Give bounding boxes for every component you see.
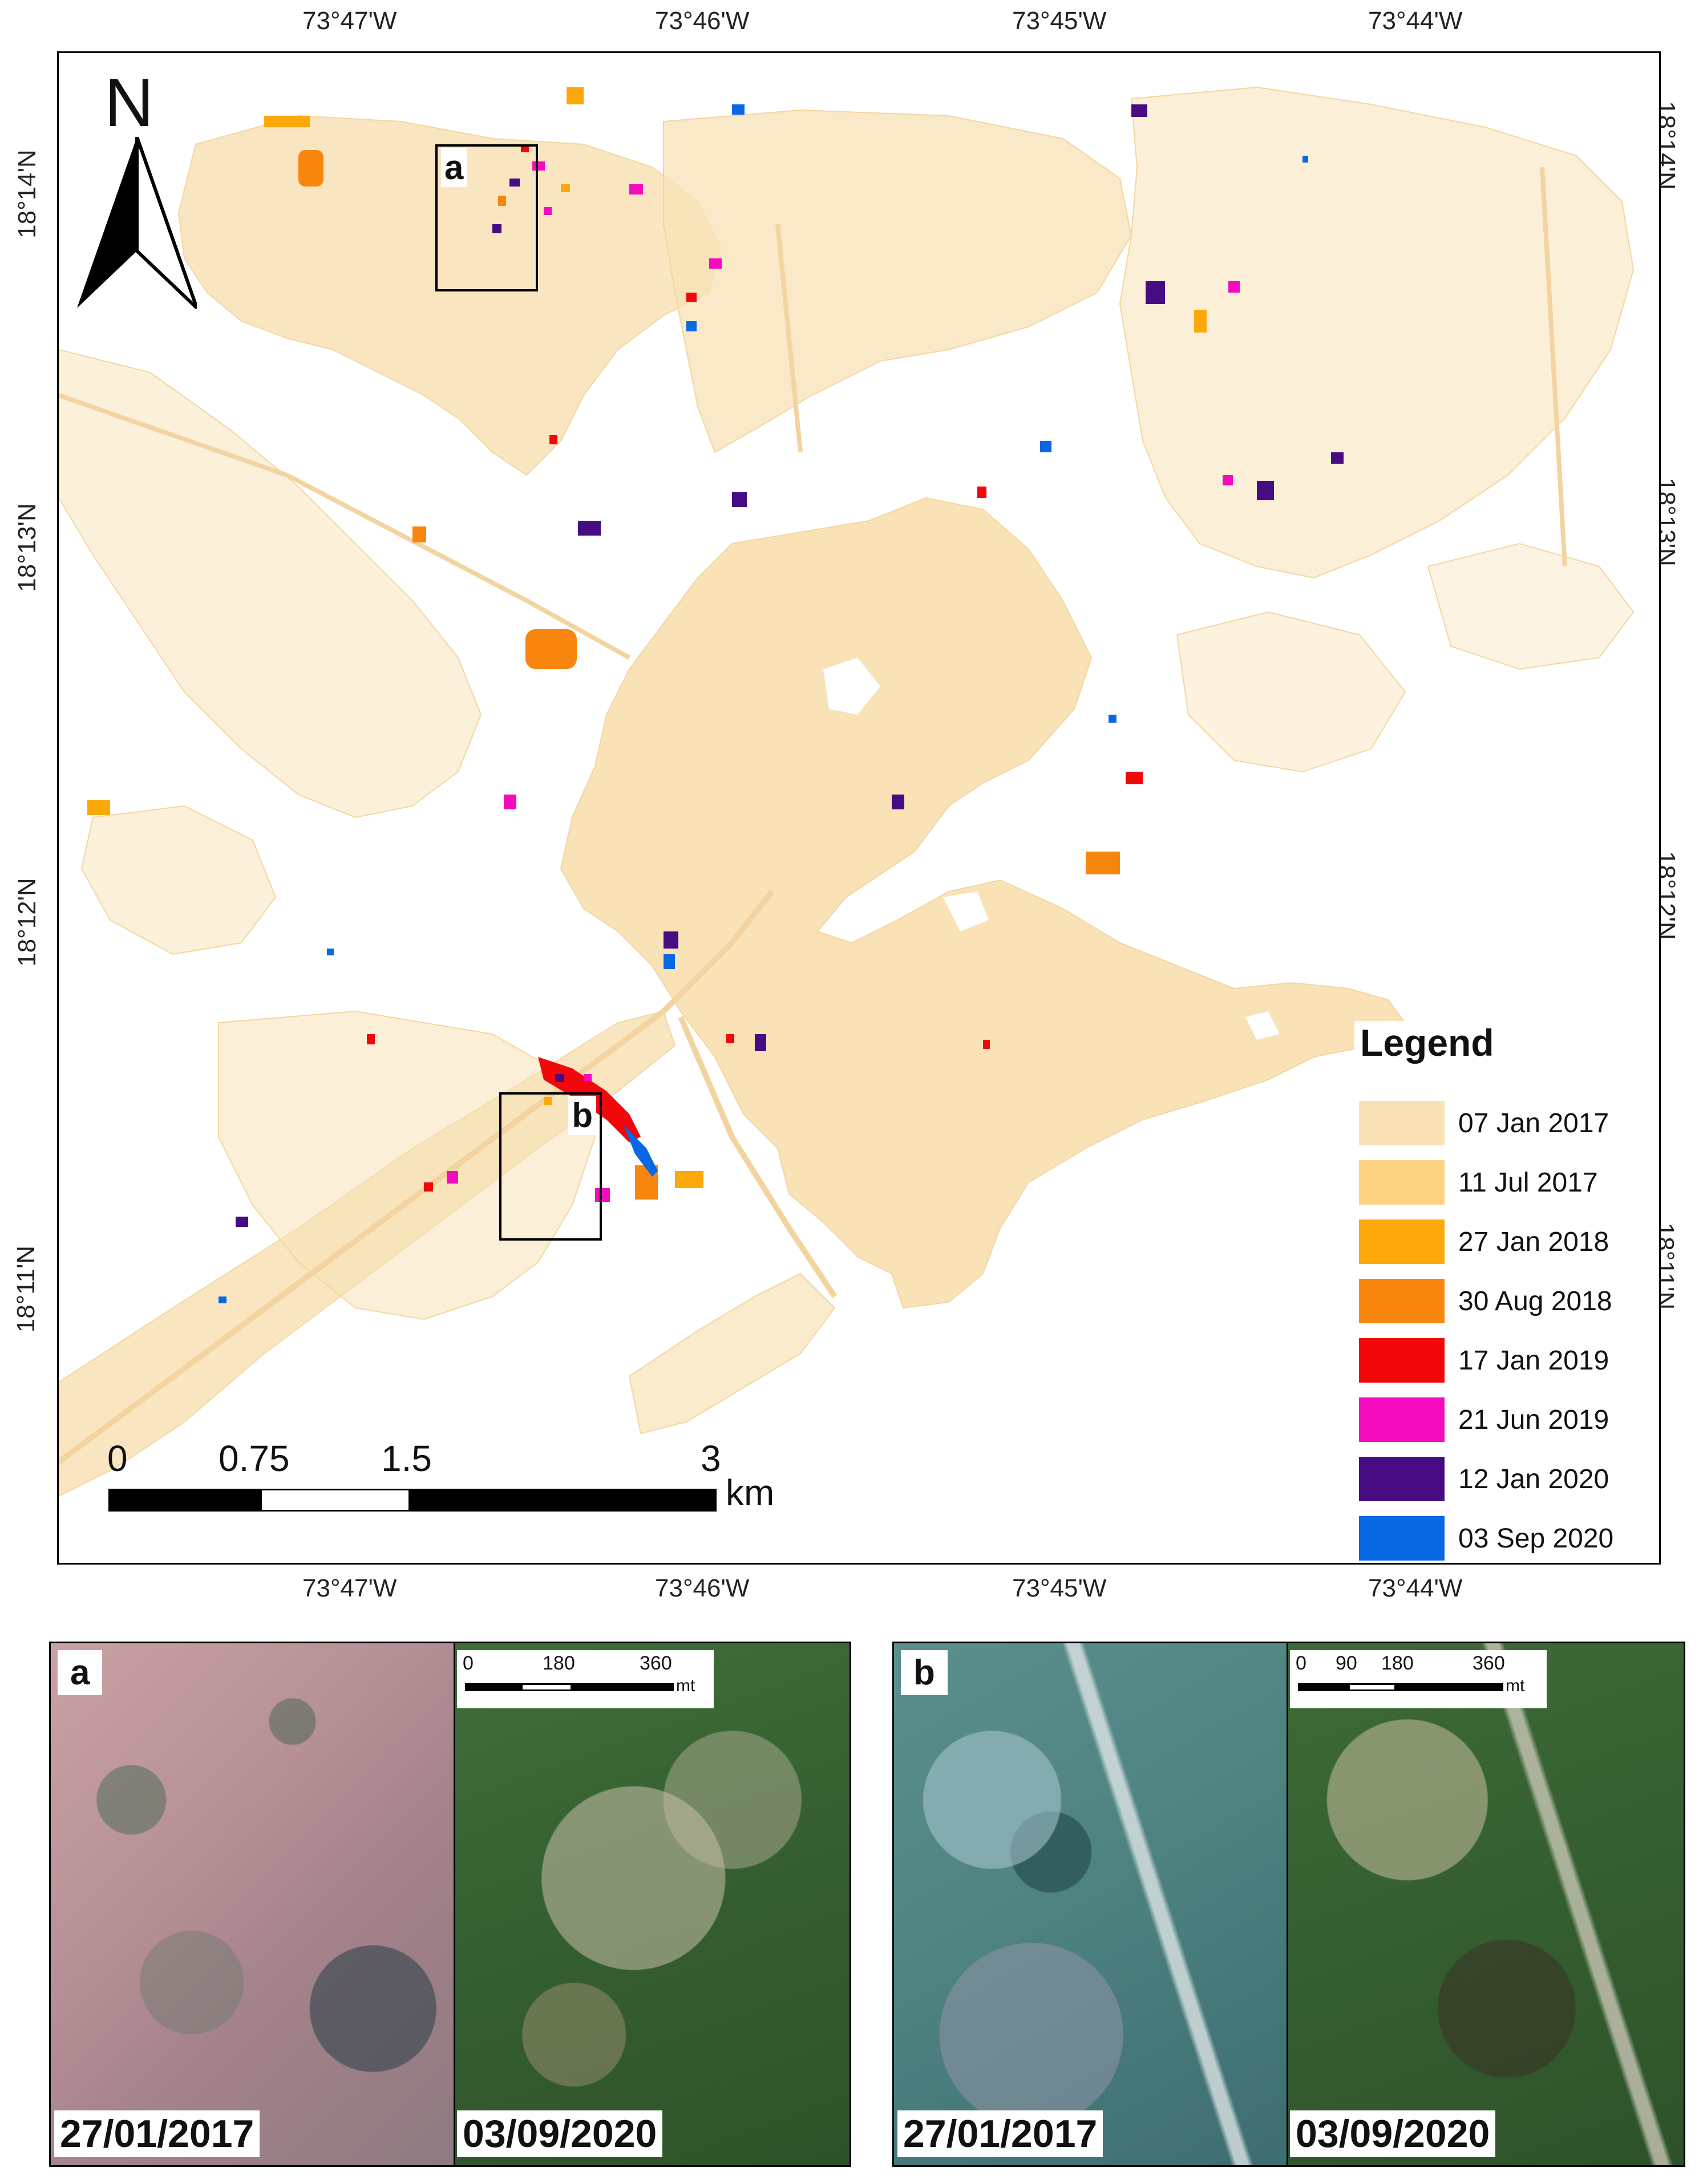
bottom-lon-label-4: 73°44'W	[1368, 1574, 1463, 1602]
panel-b-image-2020	[1287, 1643, 1684, 2165]
north-arrow: N	[77, 68, 197, 331]
inset-box-a: a	[435, 144, 538, 291]
north-arrow-icon	[77, 137, 197, 310]
legend-item: 30 Aug 2018	[1359, 1279, 1656, 1324]
legend: Legend 07 Jan 2017 11 Jul 2017 27 Jan 20…	[1354, 1021, 1651, 1561]
legend-swatch	[1359, 1338, 1445, 1383]
inset-box-b: b	[499, 1092, 602, 1241]
legend-label: 27 Jan 2018	[1458, 1227, 1609, 1257]
panel-a-image-2017	[51, 1643, 454, 2165]
legend-item: 21 Jun 2019	[1359, 1397, 1656, 1443]
panel-b-scale-label: 0	[1296, 1652, 1306, 1674]
panel-b-date-left: 27/01/2017	[897, 2110, 1103, 2157]
panel-b-scale-seg3	[1395, 1683, 1503, 1691]
legend-label: 03 Sep 2020	[1458, 1523, 1614, 1554]
panel-a-scale-seg1	[465, 1683, 522, 1691]
panel-a-scale-label: 360	[640, 1652, 672, 1674]
legend-label: 11 Jul 2017	[1458, 1168, 1598, 1198]
panel-a-scale-label: 180	[543, 1652, 575, 1674]
panel-b-image-2017	[894, 1643, 1287, 2165]
panel-a-date-right: 03/09/2020	[457, 2110, 663, 2157]
inset-label-a: a	[441, 148, 467, 187]
legend-label: 17 Jan 2019	[1458, 1346, 1609, 1376]
panel-a-image-2020	[454, 1643, 850, 2165]
panel-b-scale-seg1	[1298, 1683, 1349, 1691]
legend-swatch	[1359, 1279, 1445, 1323]
legend-swatch	[1359, 1397, 1445, 1442]
top-lon-label-4: 73°44'W	[1368, 7, 1463, 35]
panel-b-scale-label: 90	[1336, 1652, 1357, 1674]
legend-label: 12 Jan 2020	[1458, 1464, 1609, 1494]
panel-a-letter: a	[58, 1650, 103, 1695]
scale-segment-2	[260, 1489, 411, 1512]
map-frame: a b	[57, 51, 1661, 1565]
scale-label-0: 0	[107, 1438, 128, 1479]
left-lat-label-3: 18°12'N	[13, 878, 41, 967]
top-lon-label-3: 73°45'W	[1012, 7, 1107, 35]
legend-swatch	[1359, 1516, 1445, 1561]
panel-b-scale-bar: 0 90 180 360 mt	[1290, 1650, 1547, 1708]
legend-item: 07 Jan 2017	[1359, 1101, 1656, 1146]
bottom-lon-label-1: 73°47'W	[302, 1574, 397, 1602]
left-lat-label-2: 18°13'N	[13, 503, 41, 592]
scale-label-15: 1.5	[381, 1438, 432, 1479]
panel-a-scale-label: 0	[463, 1652, 474, 1674]
panel-b-scale-unit: mt	[1506, 1676, 1525, 1695]
panel-a-scale-seg3	[571, 1683, 674, 1691]
panel-b-letter: b	[901, 1650, 948, 1695]
panel-b-scale-seg2	[1348, 1683, 1396, 1691]
panel-b-date-right: 03/09/2020	[1290, 2110, 1496, 2157]
inset-panel-b: b 0 90 180 360 mt 27/01/2017 03/09/2020	[892, 1642, 1685, 2167]
scale-unit: km	[726, 1472, 775, 1513]
urban-footprint-2017	[59, 86, 1635, 1497]
inset-label-b: b	[568, 1096, 596, 1135]
scale-label-3: 3	[701, 1438, 721, 1479]
legend-item: 12 Jan 2020	[1359, 1457, 1656, 1502]
inset-panel-a: a 0 180 360 mt 27/01/2017 03/09/2020	[49, 1642, 851, 2167]
legend-swatch	[1359, 1457, 1445, 1501]
map-scale-bar: 0 0.75 1.5 3 km	[107, 1437, 803, 1523]
change-detection-map	[59, 86, 1635, 1497]
panel-a-date-left: 27/01/2017	[54, 2110, 260, 2157]
legend-item: 27 Jan 2018	[1359, 1219, 1656, 1265]
left-lat-label-4: 18°11'N	[12, 1245, 41, 1333]
top-lon-label-1: 73°47'W	[302, 7, 397, 35]
top-lon-label-2: 73°46'W	[655, 7, 750, 35]
panel-b-scale-label: 360	[1473, 1652, 1505, 1674]
legend-swatch	[1359, 1101, 1445, 1145]
bottom-lon-label-2: 73°46'W	[655, 1574, 750, 1602]
legend-label: 21 Jun 2019	[1458, 1405, 1609, 1435]
legend-item: 03 Sep 2020	[1359, 1516, 1656, 1562]
panel-b-scale-label: 180	[1381, 1652, 1414, 1674]
scale-label-075: 0.75	[219, 1438, 290, 1479]
panel-a-scale-bar: 0 180 360 mt	[457, 1650, 714, 1708]
open-areas	[823, 658, 1280, 1040]
legend-swatch	[1359, 1219, 1445, 1264]
legend-label: 07 Jan 2017	[1458, 1108, 1609, 1138]
scale-segment-3	[408, 1489, 717, 1512]
north-arrow-label: N	[104, 64, 154, 141]
legend-label: 30 Aug 2018	[1458, 1286, 1612, 1316]
panel-a-scale-unit: mt	[676, 1676, 695, 1695]
legend-swatch	[1359, 1160, 1445, 1205]
legend-item: 11 Jul 2017	[1359, 1160, 1656, 1206]
legend-item: 17 Jan 2019	[1359, 1338, 1656, 1384]
panel-a-scale-seg2	[521, 1683, 572, 1691]
left-lat-label-1: 18°14'N	[13, 149, 41, 238]
scale-segment-1	[108, 1489, 262, 1512]
legend-title: Legend	[1360, 1022, 1494, 1064]
change-patches	[87, 87, 1344, 1303]
bottom-lon-label-3: 73°45'W	[1012, 1574, 1107, 1602]
